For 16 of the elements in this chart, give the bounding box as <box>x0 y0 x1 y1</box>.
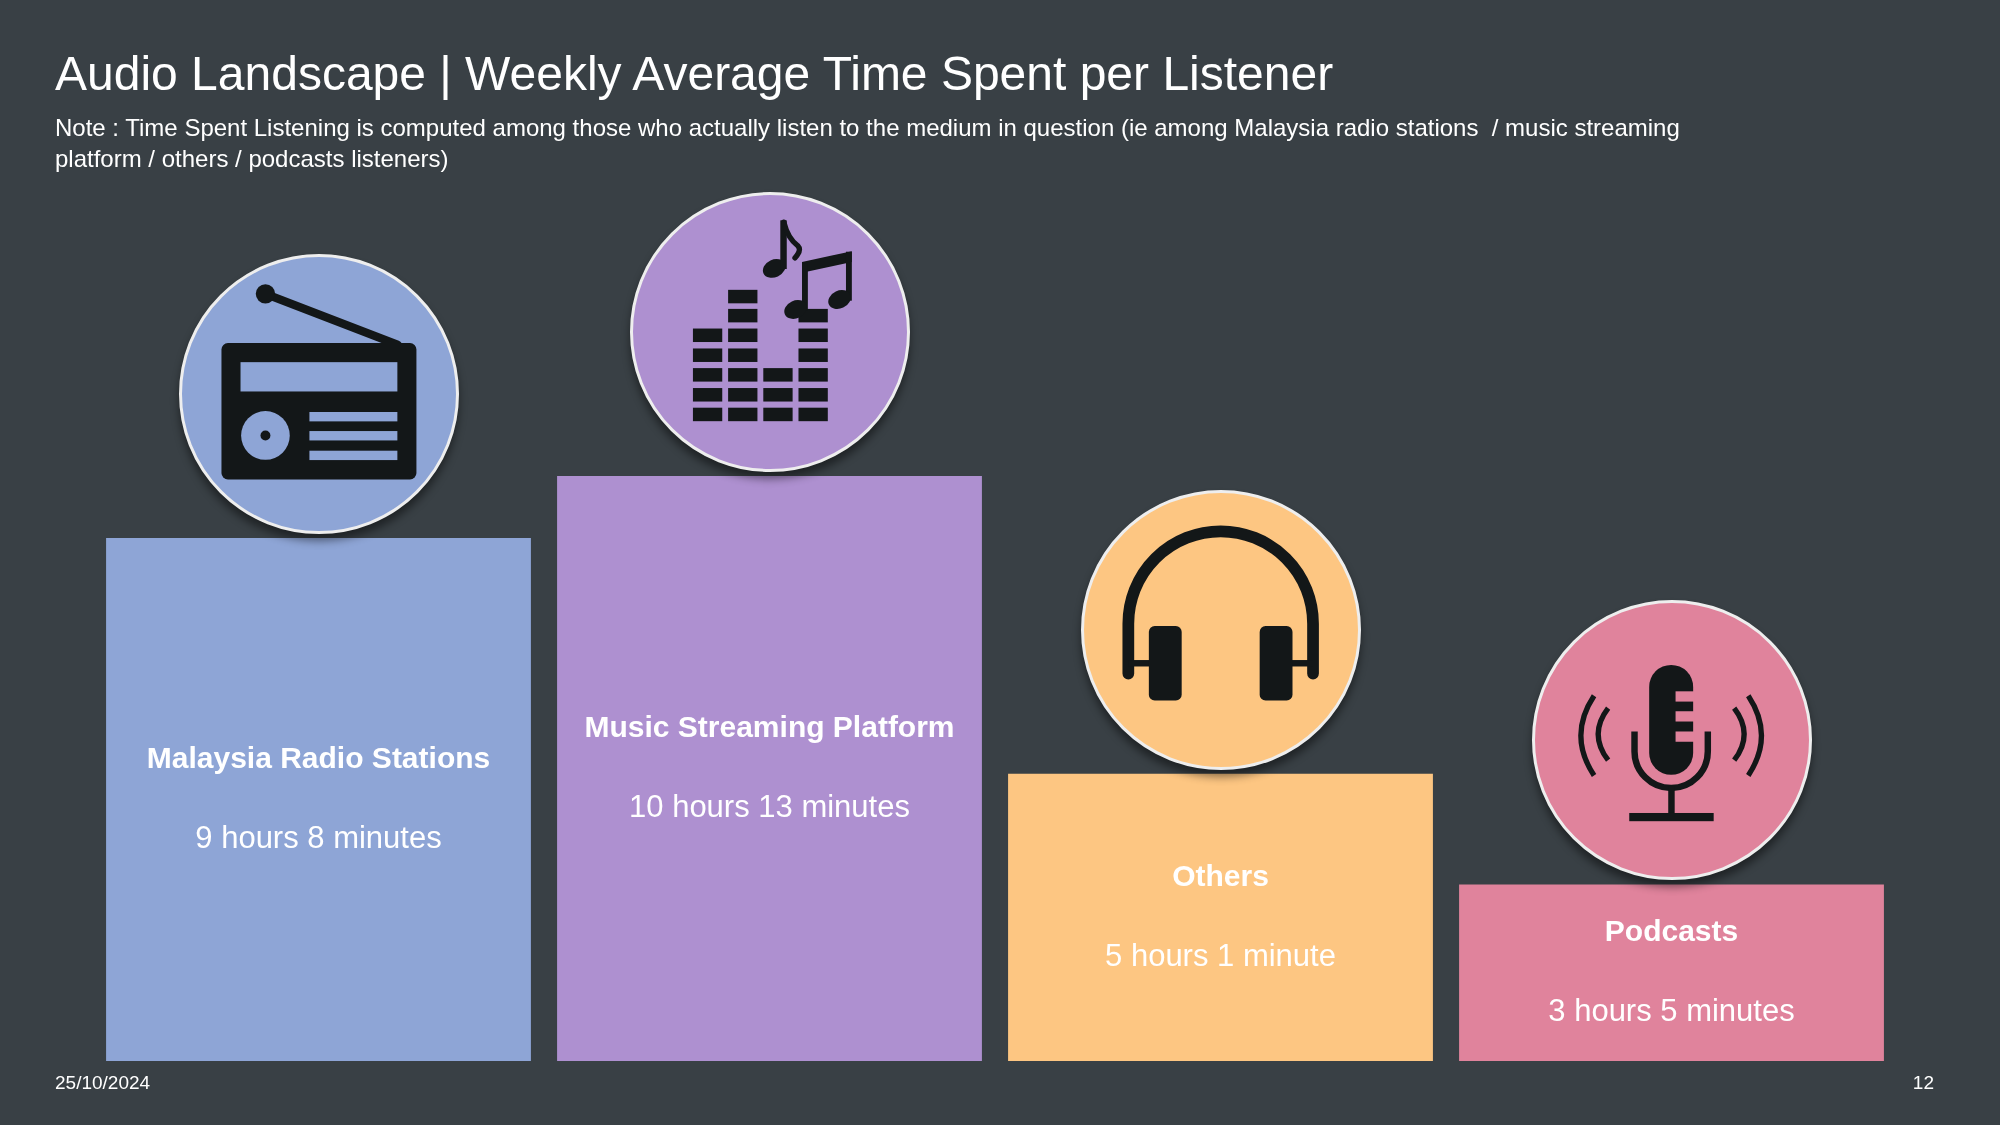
data-label: 5 hours 1 minute <box>1105 937 1336 973</box>
x-tick-label: Others <box>1172 858 1269 892</box>
bar <box>1459 884 1884 1061</box>
x-tick-label: Podcasts <box>1604 914 1739 947</box>
chart-subtitle: Note : Time Spent Listening is computed among those who actually listen to the medium in question (ie among Malaysia radio stations / music streaming platform / others / podcasts listeners) <box>55 113 1681 174</box>
text: 25/10/2024 <box>55 1071 151 1095</box>
text: 12 <box>1912 1071 1934 1095</box>
bar <box>106 538 531 1061</box>
data-label: 10 hours 13 minutes <box>629 789 910 825</box>
bar <box>557 476 982 1061</box>
data-label: 3 hours 5 minutes <box>1548 993 1795 1029</box>
x-tick-label: Music Streaming Platform <box>584 709 955 743</box>
x-tick-label: Malaysia Radio Stations <box>146 740 491 774</box>
chart-title: Audio Landscape | Weekly Average Time Spent per Listener <box>55 46 1334 102</box>
data-label: 9 hours 8 minutes <box>195 820 442 856</box>
bar <box>1008 773 1433 1061</box>
